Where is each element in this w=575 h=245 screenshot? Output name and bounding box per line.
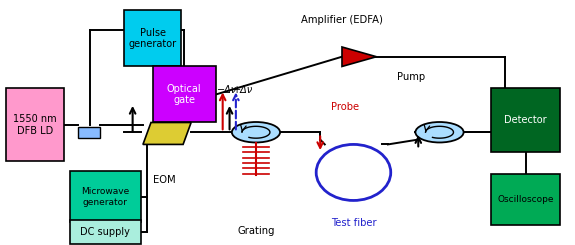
FancyBboxPatch shape [491, 88, 560, 152]
Polygon shape [143, 122, 191, 144]
Circle shape [415, 122, 463, 143]
FancyBboxPatch shape [70, 171, 141, 222]
Text: −Δν: −Δν [217, 85, 237, 95]
Text: Test fiber: Test fiber [331, 218, 376, 228]
Text: Probe: Probe [331, 102, 359, 112]
FancyBboxPatch shape [491, 174, 560, 225]
Circle shape [232, 122, 280, 143]
FancyBboxPatch shape [78, 127, 100, 138]
Text: EOM: EOM [153, 175, 175, 185]
Text: Pump: Pump [397, 73, 425, 82]
Text: +Δν: +Δν [233, 85, 253, 95]
Text: Microwave
generator: Microwave generator [81, 187, 129, 207]
Text: 1550 nm
DFB LD: 1550 nm DFB LD [13, 114, 57, 136]
Text: Oscilloscope: Oscilloscope [497, 195, 554, 204]
Text: Grating: Grating [237, 226, 275, 236]
Text: Optical
gate: Optical gate [167, 84, 202, 105]
FancyBboxPatch shape [124, 11, 181, 66]
Polygon shape [342, 47, 377, 66]
FancyBboxPatch shape [70, 220, 141, 244]
Text: DC supply: DC supply [81, 227, 131, 237]
FancyBboxPatch shape [6, 88, 64, 161]
FancyBboxPatch shape [153, 66, 216, 122]
Text: Detector: Detector [504, 115, 547, 125]
Text: Pulse
generator: Pulse generator [129, 28, 177, 49]
Text: Amplifier (EDFA): Amplifier (EDFA) [301, 15, 383, 25]
